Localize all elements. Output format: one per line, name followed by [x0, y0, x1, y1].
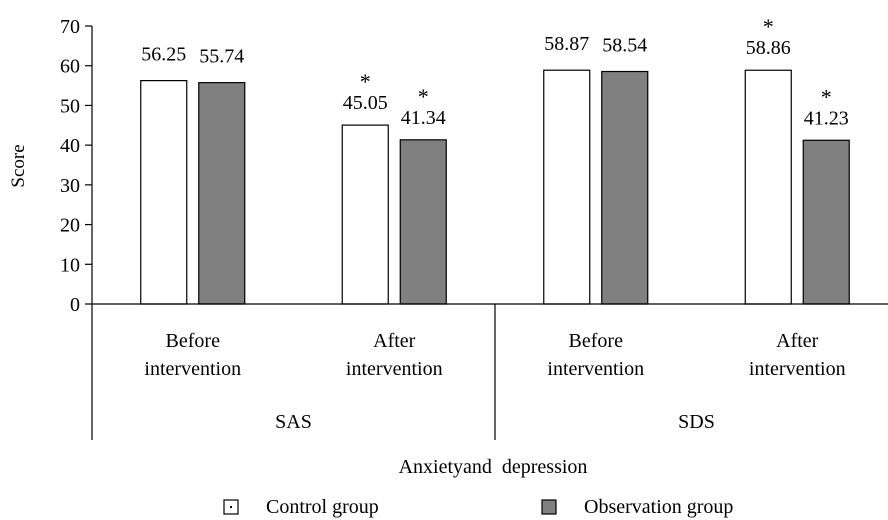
x-axis-title: Anxietyand depression: [399, 456, 588, 478]
y-tick-label: 0: [70, 294, 80, 316]
legend-label-control: Control group: [266, 496, 379, 518]
significance-marker: *: [763, 14, 774, 39]
data-label: 41.34: [401, 107, 446, 129]
legend-item-control: Control group: [223, 496, 379, 518]
data-label: 58.86: [746, 37, 791, 59]
significance-marker: *: [418, 84, 429, 109]
y-tick-label: 40: [60, 135, 80, 157]
bar-control: [140, 80, 188, 305]
legend-label-observation: Observation group: [584, 496, 733, 518]
group-label: SAS: [275, 411, 312, 433]
category-label: intervention: [346, 358, 443, 380]
bar-observation: [198, 82, 246, 305]
legend-swatch-dot: [230, 506, 232, 508]
y-tick-label: 50: [60, 95, 80, 117]
y-axis-title: Score: [8, 144, 29, 187]
data-label: 58.54: [602, 35, 647, 57]
y-tick-label: 20: [60, 215, 80, 237]
y-axis: 0 10 20 30 40 50 60 70: [60, 16, 93, 316]
data-label: 41.23: [804, 107, 849, 129]
category-label: intervention: [547, 358, 644, 380]
significance-marker: *: [821, 84, 832, 109]
category-label: intervention: [144, 358, 241, 380]
y-tick-label: 60: [60, 56, 80, 78]
x-axis: SAS Before intervention After intervention SD…: [91, 303, 888, 440]
data-label: 58.87: [544, 33, 589, 55]
bar-control: [744, 69, 792, 305]
bar-observation: [399, 139, 447, 305]
category-label: Before: [166, 330, 221, 352]
y-tick-label: 30: [60, 175, 80, 197]
legend-swatch-observation: [541, 499, 557, 515]
y-tick-label: 10: [60, 254, 80, 276]
y-tick-label: 70: [60, 16, 80, 38]
data-label: 56.25: [141, 44, 186, 66]
category-label: intervention: [749, 358, 846, 380]
category-label: After: [776, 330, 819, 352]
bar-observation: [601, 70, 649, 305]
category-label: After: [373, 330, 416, 352]
significance-marker: *: [360, 69, 371, 94]
legend: Control group Observation group: [223, 496, 733, 518]
data-label: 55.74: [199, 46, 244, 68]
category-label: Before: [569, 330, 624, 352]
bar-control: [543, 69, 591, 305]
group-label: SDS: [678, 411, 715, 433]
bar-observation: [802, 139, 850, 305]
data-label: 45.05: [343, 92, 388, 114]
bar-control: [341, 124, 389, 305]
legend-item-observation: Observation group: [541, 496, 733, 518]
